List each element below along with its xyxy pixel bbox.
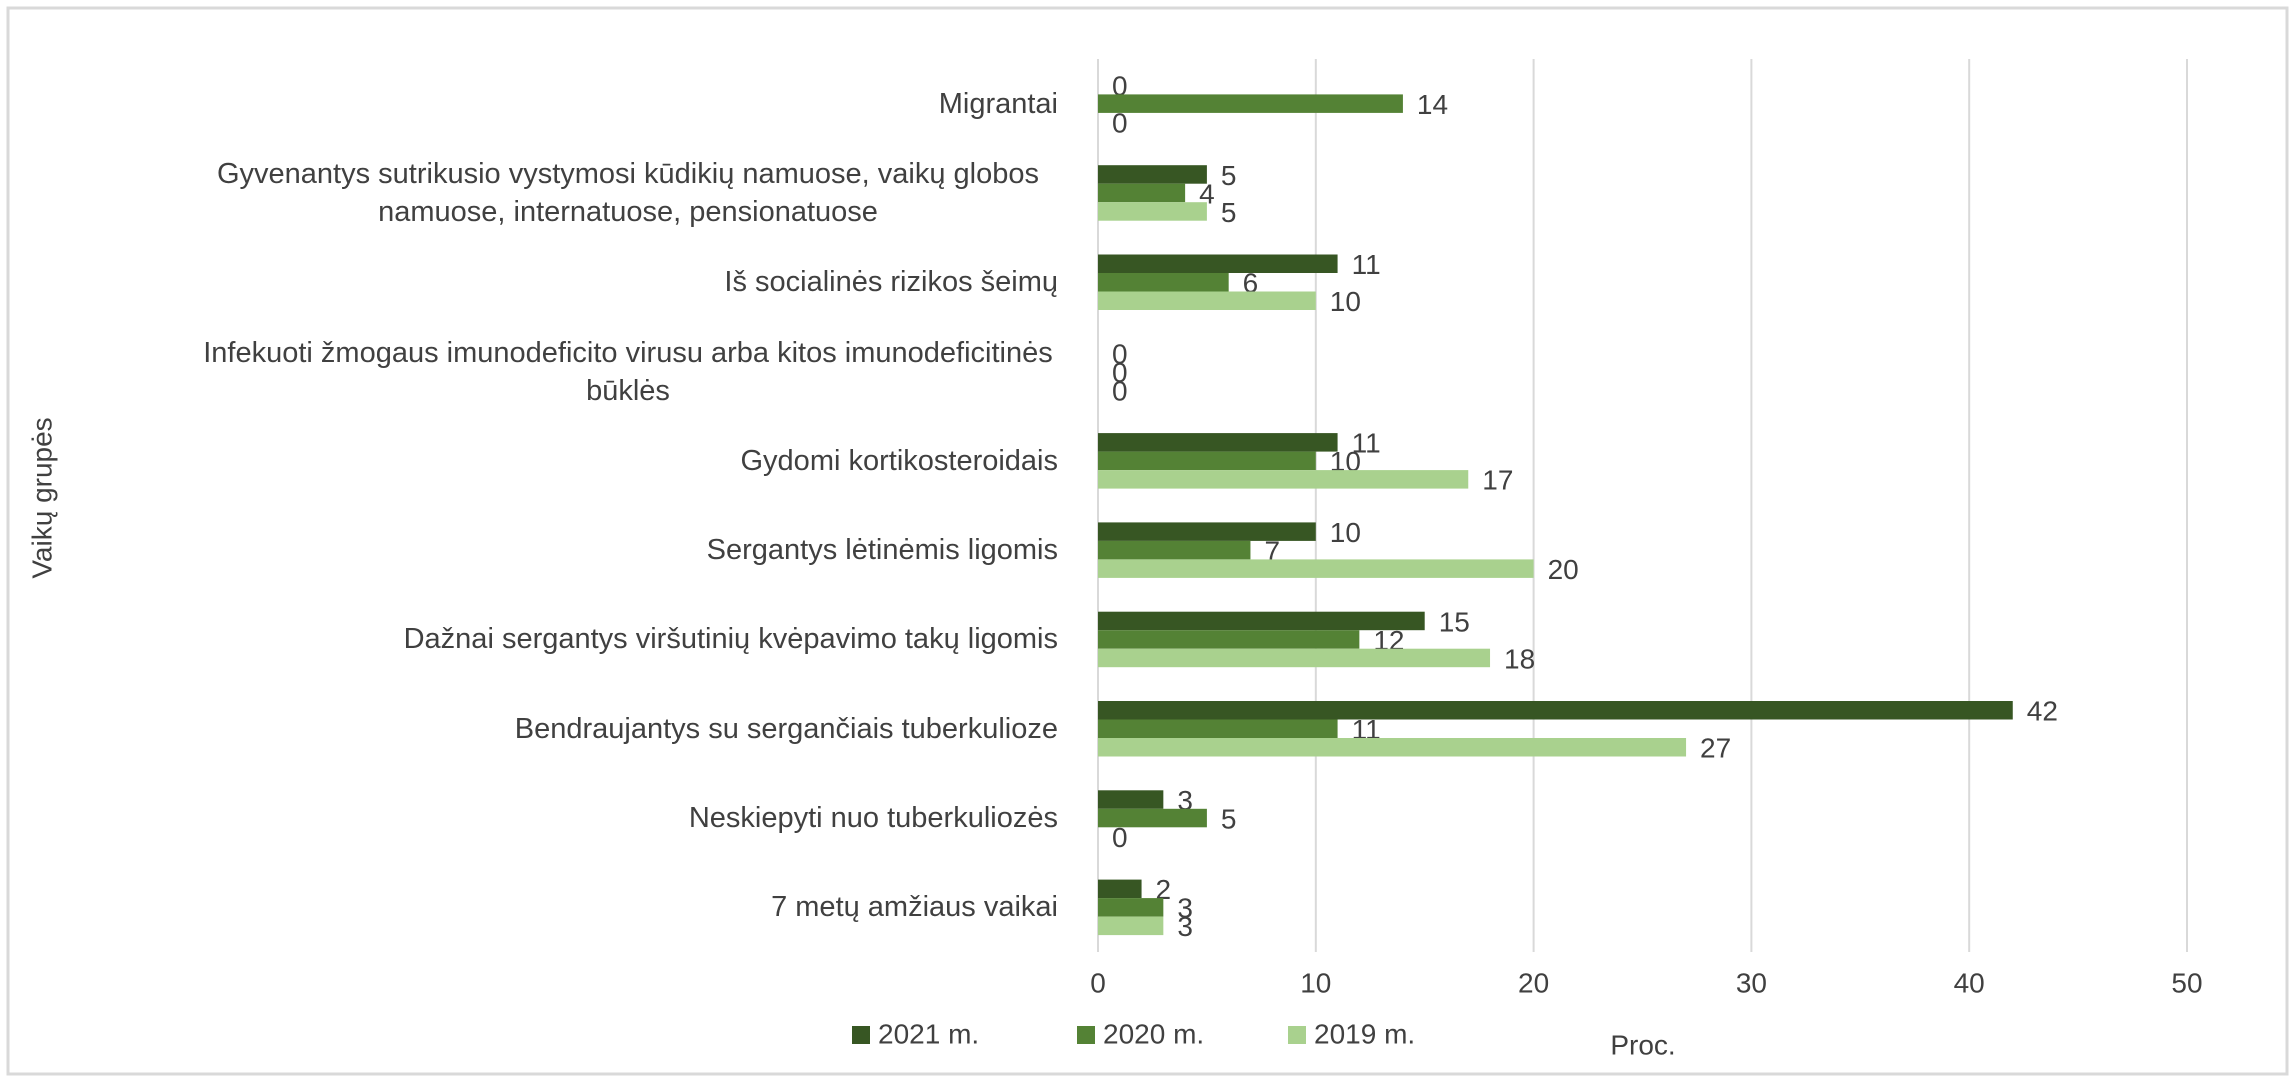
bar — [1098, 559, 1534, 578]
y-tick-label-box: Migrantai — [198, 85, 1058, 123]
y-tick-label-box: Iš socialinės rizikos šeimų — [198, 263, 1058, 301]
y-tick-label: Gydomi kortikosteroidais — [740, 444, 1059, 477]
data-label: 20 — [1548, 554, 1579, 585]
y-tick-label-box: Sergantys lėtinėmis ligomis — [198, 531, 1058, 569]
legend-label: 2021 m. — [878, 1018, 979, 1049]
data-label: 18 — [1504, 643, 1535, 674]
data-label: 11 — [1352, 249, 1381, 280]
y-tick-label: 7 metų amžiaus vaikai — [771, 891, 1058, 924]
bar — [1098, 291, 1316, 310]
legend-swatch — [1077, 1026, 1095, 1044]
y-tick-label-box: Infekuoti žmogaus imunodeficito virusu a… — [198, 334, 1058, 410]
x-tick-label: 10 — [1300, 967, 1331, 998]
bar — [1098, 648, 1491, 668]
bar — [1098, 470, 1469, 489]
data-label: 10 — [1330, 517, 1361, 548]
data-label: 5 — [1221, 160, 1237, 191]
bar — [1098, 433, 1338, 452]
y-tick-label: Migrantai — [938, 87, 1058, 120]
bar — [1098, 719, 1338, 738]
x-tick-label: 50 — [2171, 967, 2202, 998]
legend-swatch — [1288, 1026, 1306, 1044]
bar — [1098, 94, 1403, 113]
bar — [1098, 254, 1338, 273]
bar — [1098, 183, 1186, 203]
data-label: 0 — [1112, 338, 1128, 369]
bar — [1098, 790, 1164, 809]
data-label: 0 — [1112, 71, 1128, 102]
bar — [1098, 202, 1207, 221]
data-label: 42 — [2027, 696, 2058, 727]
data-label: 14 — [1417, 89, 1448, 120]
bar — [1098, 273, 1229, 292]
bar — [1098, 916, 1164, 936]
data-label: 5 — [1221, 803, 1237, 834]
data-label: 7 — [1264, 536, 1280, 567]
y-tick-label-box: Dažnai sergantys viršutinių kvėpavimo ta… — [198, 620, 1058, 658]
legend-label: 2020 m. — [1103, 1018, 1204, 1049]
bar — [1098, 738, 1687, 757]
y-tick-label-box: Bendraujantys su sergančiais tuberkulioz… — [198, 710, 1058, 748]
bar — [1098, 630, 1360, 649]
data-label: 11 — [1352, 428, 1381, 459]
bar — [1098, 540, 1251, 560]
x-axis-label: Proc. — [1610, 1029, 1675, 1060]
y-tick-label-box: Gydomi kortikosteroidais — [198, 442, 1059, 480]
y-tick-label-box: Gyvenantys sutrikusio vystymosi kūdikių … — [198, 155, 1058, 231]
bar — [1098, 808, 1207, 828]
data-label: 3 — [1177, 893, 1193, 924]
bar — [1098, 522, 1316, 541]
y-tick-label: Gyvenantys sutrikusio vystymosi kūdikių … — [216, 157, 1040, 228]
data-label: 0 — [1112, 822, 1128, 853]
data-label: 27 — [1700, 733, 1731, 764]
data-label: 0 — [1112, 375, 1128, 406]
x-tick-label: 0 — [1090, 967, 1106, 998]
data-label: 2 — [1156, 874, 1172, 905]
bar — [1098, 611, 1425, 631]
bar — [1098, 165, 1207, 184]
data-label: 17 — [1482, 465, 1513, 496]
bar — [1098, 451, 1316, 471]
data-label: 0 — [1112, 357, 1128, 388]
data-label: 4 — [1199, 178, 1215, 209]
data-label: 0 — [1112, 108, 1128, 139]
y-tick-label: Bendraujantys su sergančiais tuberkulioz… — [514, 712, 1058, 745]
y-tick-label: Neskiepyti nuo tuberkuliozės — [688, 802, 1058, 835]
y-axis-label: Vaikų grupės — [26, 417, 57, 578]
y-tick-label: Infekuoti žmogaus imunodeficito virusu a… — [203, 336, 1053, 407]
data-label: 3 — [1177, 785, 1193, 816]
y-tick-label: Iš socialinės rizikos šeimų — [724, 266, 1058, 299]
legend-swatch — [852, 1026, 870, 1044]
bar — [1098, 879, 1142, 899]
y-tick-label: Dažnai sergantys viršutinių kvėpavimo ta… — [403, 623, 1058, 656]
x-tick-label: 40 — [1954, 967, 1985, 998]
legend-label: 2019 m. — [1314, 1018, 1415, 1049]
bar — [1098, 898, 1164, 917]
data-label: 6 — [1243, 268, 1259, 299]
data-label: 15 — [1439, 606, 1470, 637]
data-label: 3 — [1177, 911, 1193, 942]
x-tick-label: 30 — [1736, 967, 1767, 998]
x-tick-label: 20 — [1518, 967, 1549, 998]
y-tick-label-box: Neskiepyti nuo tuberkuliozės — [198, 799, 1058, 837]
bar — [1098, 701, 2013, 720]
y-tick-label: Sergantys lėtinėmis ligomis — [706, 534, 1058, 567]
data-label: 5 — [1221, 197, 1237, 228]
data-label: 10 — [1330, 286, 1361, 317]
y-tick-label-box: 7 metų amžiaus vaikai — [198, 888, 1058, 926]
